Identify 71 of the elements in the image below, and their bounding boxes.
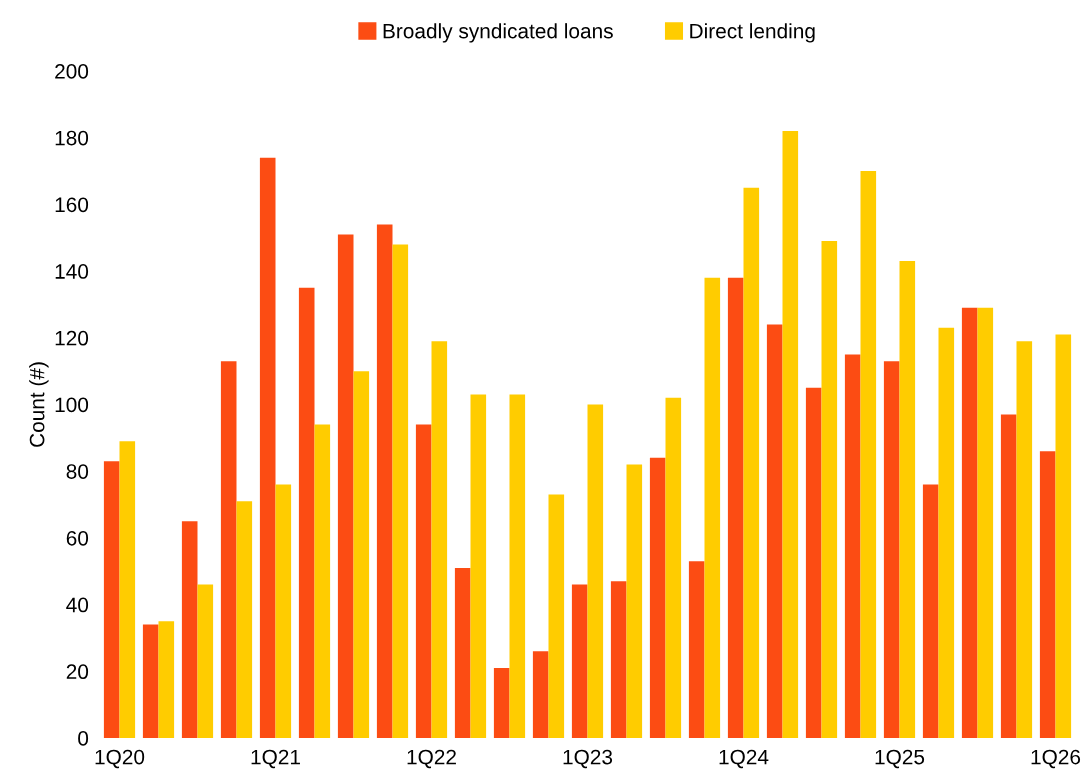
bar	[509, 394, 526, 738]
bar	[1055, 334, 1072, 738]
bar	[493, 667, 510, 738]
bar	[1016, 341, 1033, 738]
y-tick-label: 200	[55, 64, 89, 79]
legend-label: Direct lending	[690, 23, 815, 43]
legend-label: Broadly syndicated loans	[383, 23, 613, 43]
bar	[1039, 451, 1056, 738]
bar	[938, 327, 955, 738]
bar	[649, 457, 666, 738]
x-tick-label: 1Q21	[251, 749, 300, 769]
y-tick-label: 120	[55, 330, 89, 346]
bar	[743, 187, 760, 738]
bar	[119, 441, 136, 738]
bar	[103, 461, 120, 738]
x-tick-label: 1Q20	[95, 749, 145, 769]
y-tick-label: 160	[55, 197, 89, 213]
x-tick-label: 1Q22	[407, 749, 456, 769]
bar	[259, 157, 276, 738]
bar	[275, 484, 292, 738]
x-tick-label: 1Q26	[1031, 749, 1081, 769]
y-tick-label: 80	[66, 464, 89, 479]
bar	[454, 567, 471, 738]
x-tick-label: 1Q24	[719, 749, 769, 769]
bar	[197, 584, 214, 738]
bar	[844, 354, 861, 738]
y-tick-label: 60	[66, 530, 89, 546]
y-tick-label: 180	[55, 130, 89, 146]
y-tick-label: 20	[66, 664, 89, 680]
bar	[571, 584, 588, 738]
bar	[961, 307, 978, 738]
bar	[883, 361, 900, 738]
bar	[922, 484, 939, 738]
bar	[821, 241, 838, 738]
bar	[236, 501, 253, 738]
bar	[610, 581, 627, 738]
bar	[587, 404, 604, 738]
bar	[181, 521, 198, 738]
bar	[470, 394, 487, 738]
y-tick-label: 100	[55, 397, 89, 413]
bar	[415, 424, 432, 738]
bar	[665, 397, 682, 738]
bar	[548, 494, 565, 738]
bar	[314, 424, 331, 738]
y-tick-label: 40	[66, 597, 89, 613]
bar	[899, 261, 916, 738]
y-tick-label: 0	[78, 731, 89, 746]
bar	[860, 171, 877, 738]
bar	[158, 621, 175, 738]
bar	[727, 277, 744, 738]
bar	[766, 324, 783, 738]
bar	[392, 244, 409, 738]
x-tick-label: 1Q23	[563, 749, 613, 769]
y-axis-title: Count (#)	[29, 362, 49, 447]
bar	[977, 307, 994, 738]
bar	[376, 224, 393, 738]
bar	[220, 361, 237, 738]
x-tick-label: 1Q25	[875, 749, 925, 769]
bar	[688, 561, 705, 738]
bar	[1000, 414, 1017, 738]
bar	[805, 387, 822, 738]
bar	[353, 371, 370, 738]
y-tick-label: 140	[55, 264, 89, 279]
bar	[782, 131, 799, 738]
bar	[337, 234, 354, 738]
bar	[298, 287, 315, 738]
bar	[142, 624, 159, 738]
bar	[626, 464, 643, 738]
bar	[431, 341, 448, 738]
bar	[532, 651, 549, 738]
bar	[704, 277, 721, 738]
